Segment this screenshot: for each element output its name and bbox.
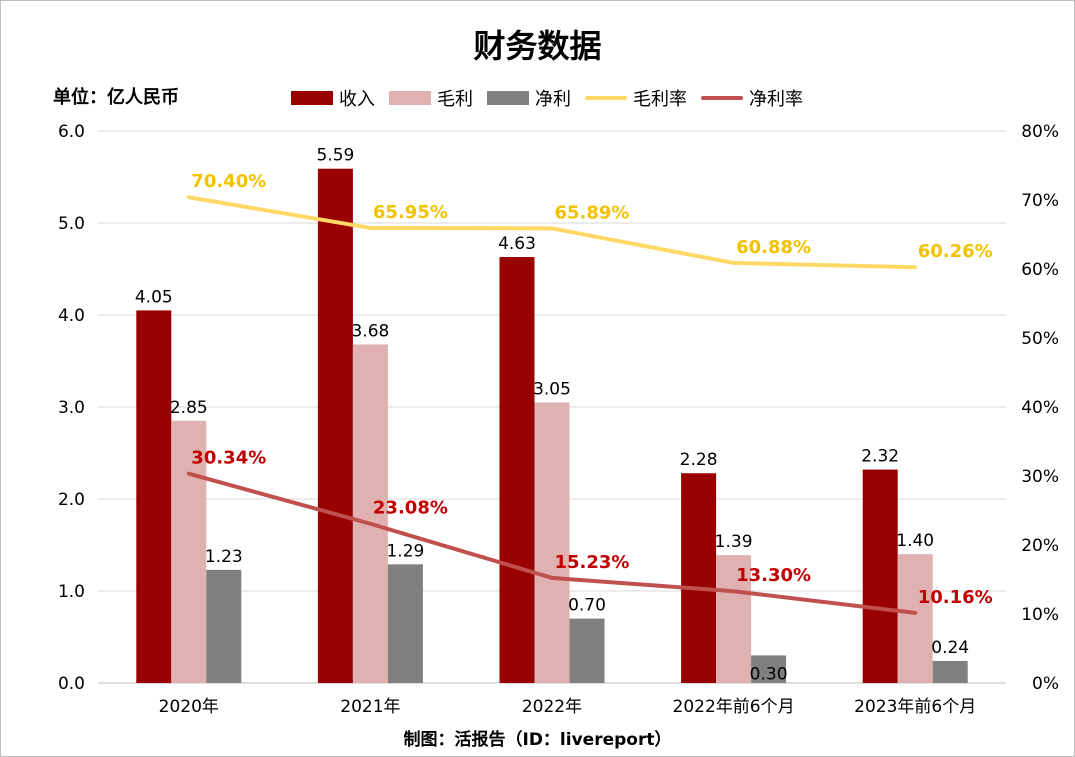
x-tick-label: 2021年 (340, 697, 400, 717)
line-point (732, 589, 736, 593)
bar-毛利 (897, 554, 933, 683)
x-tick-label: 2020年 (159, 697, 219, 717)
y-tick-label: 3.0 (58, 398, 85, 418)
line-point (550, 576, 554, 580)
bar-毛利 (534, 402, 570, 683)
y2-tick-label: 40% (1021, 398, 1059, 418)
bar-value-label: 2.28 (680, 450, 718, 470)
line-value-label: 23.08% (373, 498, 448, 519)
x-tick-label: 2022年 (522, 697, 582, 717)
legend-swatch (585, 96, 627, 100)
bar-value-label: 1.39 (715, 532, 753, 552)
bar-value-label: 1.23 (205, 547, 243, 567)
line-value-label: 15.23% (555, 552, 630, 573)
legend: 收入 毛利 净利 毛利率 净利率 (291, 84, 803, 112)
y-tick-label: 1.0 (58, 582, 85, 602)
bar-value-label: 0.70 (568, 596, 606, 616)
legend-swatch (487, 91, 529, 105)
line-value-label: 60.26% (918, 241, 993, 262)
legend-item-5: 净利率 (701, 85, 803, 111)
chart-title: 财务数据 (473, 27, 602, 65)
y2-tick-label: 70% (1021, 191, 1059, 211)
x-tick-label: 2022年前6个月 (673, 697, 795, 717)
bar-value-label: 4.05 (135, 287, 173, 307)
line-point (187, 472, 191, 476)
y2-tick-label: 0% (1032, 674, 1059, 694)
y-tick-label: 2.0 (58, 490, 85, 510)
legend-label: 净利率 (749, 89, 803, 110)
line-value-label: 70.40% (191, 171, 266, 192)
line-value-label: 65.89% (555, 202, 630, 223)
line-value-label: 10.16% (918, 587, 993, 608)
bar-value-label: 2.85 (170, 398, 208, 418)
y2-tick-label: 20% (1021, 536, 1059, 556)
bar-value-label: 4.63 (498, 234, 536, 254)
bar-value-label: 2.32 (861, 447, 899, 467)
bar-value-label: 1.29 (386, 541, 424, 561)
y2-tick-label: 10% (1021, 605, 1059, 625)
legend-item-1: 收入 (291, 85, 375, 111)
bar-毛利 (716, 555, 752, 683)
y2-tick-label: 60% (1021, 260, 1059, 280)
bar-value-label: 3.05 (533, 379, 571, 399)
bar-value-label: 1.40 (896, 531, 934, 551)
line-point (913, 611, 917, 615)
y2-tick-label: 30% (1021, 467, 1059, 487)
bar-净利 (206, 569, 242, 683)
legend-label: 净利 (535, 89, 571, 110)
bar-收入 (499, 257, 535, 683)
bar-净利 (387, 564, 423, 683)
line-point (732, 261, 736, 265)
y-tick-label: 5.0 (58, 214, 85, 234)
legend-swatch (389, 91, 431, 105)
bar-value-label: 0.30 (750, 664, 788, 684)
legend-label: 毛利率 (633, 89, 687, 110)
legend-swatch (291, 91, 333, 105)
bar-收入 (862, 469, 898, 683)
bar-value-label: 0.24 (931, 638, 969, 658)
line-value-label: 13.30% (736, 565, 811, 586)
legend-swatch (701, 96, 743, 100)
unit-label: 单位：亿人民币 (53, 87, 179, 108)
bar-收入 (681, 473, 717, 683)
bar-毛利 (171, 420, 207, 683)
legend-item-4: 毛利率 (585, 85, 687, 111)
footer-credit: 制图：活报告（ID：livereport） (403, 730, 672, 750)
bar-净利 (932, 660, 968, 683)
bar-净利 (751, 655, 787, 683)
bar-毛利 (352, 344, 388, 683)
y-tick-label: 4.0 (58, 306, 85, 326)
legend-label: 毛利 (437, 89, 473, 110)
y-tick-label: 6.0 (58, 122, 85, 142)
line-value-label: 30.34% (191, 448, 266, 469)
line-value-label: 60.88% (736, 237, 811, 258)
line-point (368, 226, 372, 230)
y-tick-label: 0.0 (58, 674, 85, 694)
line-point (913, 265, 917, 269)
legend-item-2: 毛利 (389, 85, 473, 111)
line-point (187, 195, 191, 199)
bar-净利 (569, 618, 605, 683)
line-point (368, 522, 372, 526)
bar-value-label: 5.59 (316, 146, 354, 166)
y2-tick-label: 80% (1021, 122, 1059, 142)
bar-收入 (136, 310, 172, 683)
x-tick-label: 2023年前6个月 (854, 697, 976, 717)
y2-tick-label: 50% (1021, 329, 1059, 349)
line-point (550, 226, 554, 230)
bar-收入 (317, 168, 353, 684)
legend-label: 收入 (339, 89, 375, 110)
bar-value-label: 3.68 (351, 321, 389, 341)
legend-item-3: 净利 (487, 85, 571, 111)
line-value-label: 65.95% (373, 202, 448, 223)
